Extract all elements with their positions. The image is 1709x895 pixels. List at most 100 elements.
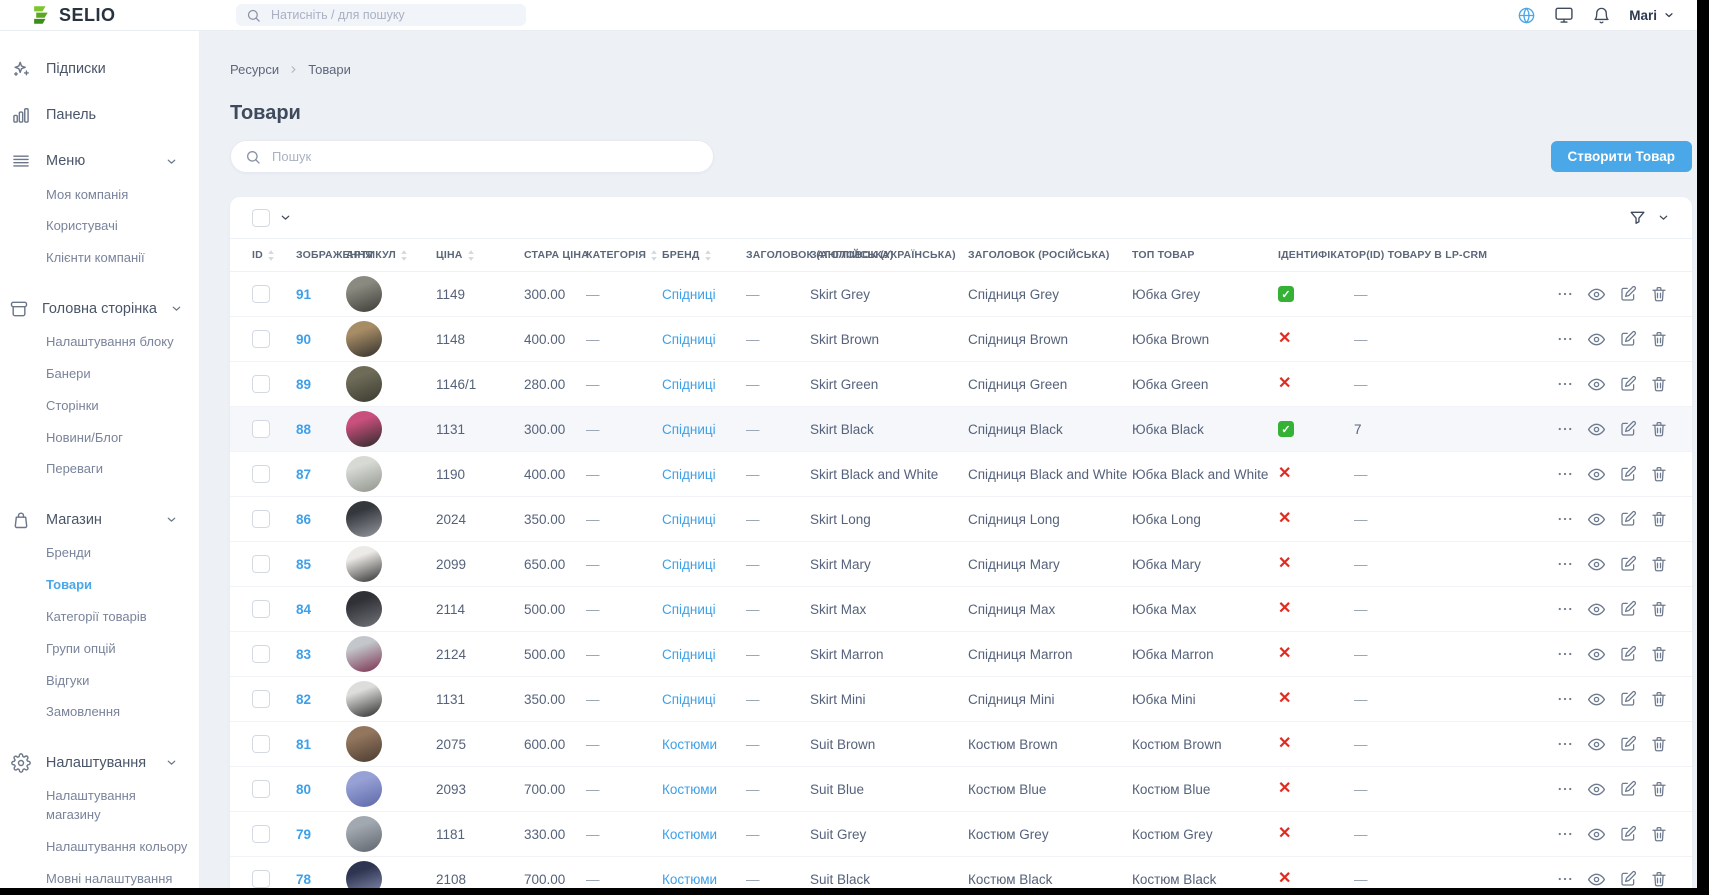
product-id-link[interactable]: 85 bbox=[296, 556, 312, 572]
row-checkbox[interactable] bbox=[252, 465, 270, 483]
row-checkbox[interactable] bbox=[252, 375, 270, 393]
product-category-link[interactable]: Спідниці bbox=[662, 646, 716, 662]
product-id-link[interactable]: 78 bbox=[296, 871, 312, 887]
products-search[interactable] bbox=[230, 140, 714, 173]
edit-icon[interactable] bbox=[1619, 510, 1637, 528]
column-header-0[interactable]: ID bbox=[252, 249, 296, 262]
product-category-link[interactable]: Спідниці bbox=[662, 511, 716, 527]
product-category-link[interactable]: Спідниці bbox=[662, 556, 716, 572]
product-id-link[interactable]: 79 bbox=[296, 826, 312, 842]
more-icon[interactable] bbox=[1556, 870, 1574, 888]
product-category-link[interactable]: Спідниці bbox=[662, 601, 716, 617]
row-checkbox[interactable] bbox=[252, 555, 270, 573]
product-category-link[interactable]: Костюми bbox=[662, 871, 718, 887]
global-search[interactable] bbox=[236, 4, 526, 26]
more-icon[interactable] bbox=[1556, 825, 1574, 843]
breadcrumb-item[interactable]: Ресурси bbox=[230, 62, 280, 77]
sidebar-item-2-2[interactable]: Клієнти компанії bbox=[46, 250, 145, 266]
view-icon[interactable] bbox=[1587, 285, 1606, 304]
view-icon[interactable] bbox=[1587, 510, 1606, 529]
delete-icon[interactable] bbox=[1650, 465, 1668, 483]
row-checkbox[interactable] bbox=[252, 825, 270, 843]
delete-icon[interactable] bbox=[1650, 690, 1668, 708]
more-icon[interactable] bbox=[1556, 735, 1574, 753]
edit-icon[interactable] bbox=[1619, 870, 1637, 888]
sidebar-item-3-0[interactable]: Налаштування блоку bbox=[46, 334, 174, 350]
sidebar-item-3-2[interactable]: Сторінки bbox=[46, 397, 99, 413]
row-checkbox[interactable] bbox=[252, 510, 270, 528]
more-icon[interactable] bbox=[1556, 285, 1574, 303]
bulk-actions-chevron-icon[interactable] bbox=[279, 211, 292, 224]
more-icon[interactable] bbox=[1556, 780, 1574, 798]
edit-icon[interactable] bbox=[1619, 330, 1637, 348]
product-id-link[interactable]: 89 bbox=[296, 376, 312, 392]
view-icon[interactable] bbox=[1587, 420, 1606, 439]
product-id-link[interactable]: 86 bbox=[296, 511, 312, 527]
sidebar-item-2-0[interactable]: Моя компанія bbox=[46, 186, 129, 202]
product-category-link[interactable]: Спідниці bbox=[662, 331, 716, 347]
sidebar-item-4-2[interactable]: Категорії товарів bbox=[46, 608, 147, 624]
column-header-2[interactable]: АРТИКУЛ bbox=[346, 249, 436, 262]
product-id-link[interactable]: 88 bbox=[296, 421, 312, 437]
product-id-link[interactable]: 80 bbox=[296, 781, 312, 797]
product-id-link[interactable]: 81 bbox=[296, 736, 312, 752]
column-header-3[interactable]: ЦІНА bbox=[436, 249, 524, 262]
edit-icon[interactable] bbox=[1619, 465, 1637, 483]
more-icon[interactable] bbox=[1556, 420, 1574, 438]
delete-icon[interactable] bbox=[1650, 555, 1668, 573]
globe-icon[interactable] bbox=[1517, 6, 1536, 25]
sidebar-item-4-0[interactable]: Бренди bbox=[46, 545, 92, 561]
product-category-link[interactable]: Спідниці bbox=[662, 376, 716, 392]
edit-icon[interactable] bbox=[1619, 600, 1637, 618]
more-icon[interactable] bbox=[1556, 375, 1574, 393]
product-category-link[interactable]: Спідниці bbox=[662, 466, 716, 482]
sidebar-item-3-4[interactable]: Переваги bbox=[46, 461, 104, 477]
sidebar-item-4-1[interactable]: Товари bbox=[46, 577, 93, 593]
sidebar-item-3-1[interactable]: Банери bbox=[46, 365, 91, 381]
delete-icon[interactable] bbox=[1650, 645, 1668, 663]
product-category-link[interactable]: Спідниці bbox=[662, 691, 716, 707]
edit-icon[interactable] bbox=[1619, 645, 1637, 663]
row-checkbox[interactable] bbox=[252, 330, 270, 348]
sidebar-item-3-3[interactable]: Новини/Блог bbox=[46, 429, 123, 445]
delete-icon[interactable] bbox=[1650, 375, 1668, 393]
delete-icon[interactable] bbox=[1650, 735, 1668, 753]
row-checkbox[interactable] bbox=[252, 735, 270, 753]
product-id-link[interactable]: 82 bbox=[296, 691, 312, 707]
delete-icon[interactable] bbox=[1650, 420, 1668, 438]
edit-icon[interactable] bbox=[1619, 780, 1637, 798]
product-category-link[interactable]: Костюми bbox=[662, 736, 718, 752]
row-checkbox[interactable] bbox=[252, 600, 270, 618]
sidebar-item-5-0[interactable]: Налаштування магазину bbox=[46, 788, 136, 823]
product-category-link[interactable]: Костюми bbox=[662, 781, 718, 797]
view-icon[interactable] bbox=[1587, 555, 1606, 574]
global-search-input[interactable] bbox=[269, 7, 516, 23]
view-icon[interactable] bbox=[1587, 600, 1606, 619]
create-product-button[interactable]: Створити Товар bbox=[1550, 141, 1692, 172]
product-category-link[interactable]: Костюми bbox=[662, 826, 718, 842]
display-icon[interactable] bbox=[1554, 5, 1574, 25]
sidebar-section-1[interactable]: Панель bbox=[0, 103, 199, 127]
view-icon[interactable] bbox=[1587, 375, 1606, 394]
row-checkbox[interactable] bbox=[252, 780, 270, 798]
sidebar-section-3[interactable]: Головна сторінка bbox=[0, 297, 199, 321]
view-icon[interactable] bbox=[1587, 645, 1606, 664]
products-search-input[interactable] bbox=[270, 148, 699, 165]
product-id-link[interactable]: 83 bbox=[296, 646, 312, 662]
view-icon[interactable] bbox=[1587, 870, 1606, 889]
view-icon[interactable] bbox=[1587, 330, 1606, 349]
sidebar-section-5[interactable]: Налаштування bbox=[0, 751, 199, 775]
product-id-link[interactable]: 87 bbox=[296, 466, 312, 482]
edit-icon[interactable] bbox=[1619, 285, 1637, 303]
delete-icon[interactable] bbox=[1650, 870, 1668, 888]
edit-icon[interactable] bbox=[1619, 420, 1637, 438]
product-id-link[interactable]: 90 bbox=[296, 331, 312, 347]
sidebar-item-4-4[interactable]: Відгуки bbox=[46, 672, 90, 688]
row-checkbox[interactable] bbox=[252, 645, 270, 663]
user-menu[interactable]: Mari bbox=[1629, 8, 1675, 23]
delete-icon[interactable] bbox=[1650, 825, 1668, 843]
sidebar-item-5-2[interactable]: Мовні налаштування bbox=[46, 870, 173, 886]
column-header-5[interactable]: КАТЕГОРІЯ bbox=[586, 249, 662, 262]
sidebar-item-2-1[interactable]: Користувачі bbox=[46, 218, 118, 234]
row-checkbox[interactable] bbox=[252, 870, 270, 888]
